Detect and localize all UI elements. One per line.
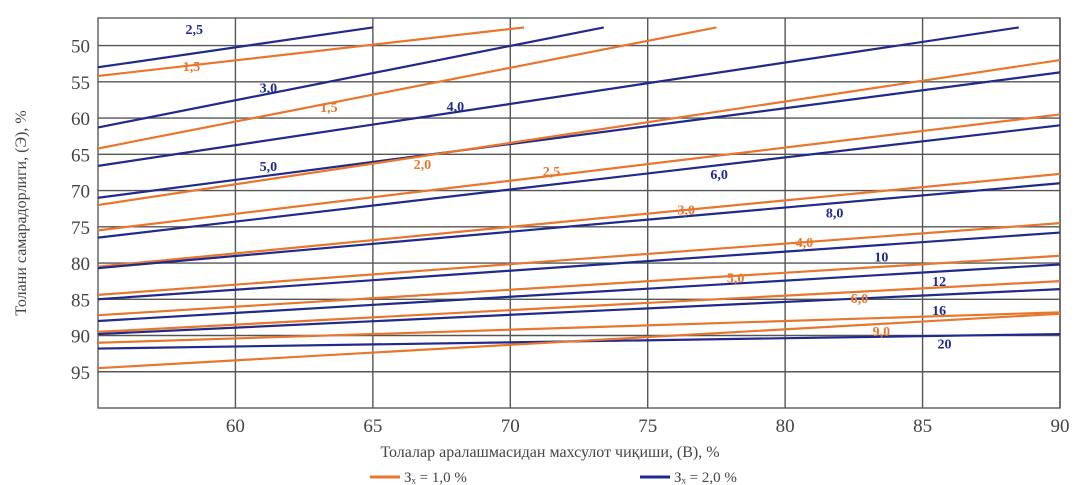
y-tick-label: 95 bbox=[71, 363, 90, 384]
curve-label: 12 bbox=[932, 275, 946, 290]
series-line bbox=[98, 172, 1060, 268]
y-tick-label: 80 bbox=[71, 254, 90, 275]
curve-label: 5,0 bbox=[260, 160, 278, 175]
x-tick-label: 65 bbox=[363, 416, 382, 437]
series-line bbox=[98, 113, 1060, 232]
y-tick-label: 65 bbox=[71, 145, 90, 166]
series-line bbox=[98, 26, 604, 129]
x-axis-title: Толалар аралашмасидан махсулот чиқиши, (… bbox=[380, 444, 719, 461]
curve-label: 9,0 bbox=[873, 325, 891, 340]
curve-label: 2,0 bbox=[414, 158, 432, 173]
series-line bbox=[98, 58, 1060, 207]
curve-label: 2,5 bbox=[543, 165, 561, 180]
series-line bbox=[98, 26, 525, 78]
y-tick-label: 90 bbox=[71, 327, 90, 348]
curve-label: 1,5 bbox=[320, 101, 338, 116]
y-tick-label: 60 bbox=[71, 109, 90, 130]
series-line bbox=[98, 182, 1060, 270]
x-tick-label: 85 bbox=[913, 416, 932, 437]
legend-label-2: Зₓ = 2,0 % bbox=[674, 470, 737, 485]
series-line bbox=[98, 280, 1060, 333]
x-axis-ticks: 60 65 70 75 80 85 90 bbox=[226, 416, 1070, 437]
curve-labels: 2,5 1,5 3,0 1,5 4,0 5,0 2,0 2,5 6,0 3,0 8,0 4,0 10 5,… bbox=[183, 23, 952, 353]
curve-label: 2,5 bbox=[185, 23, 203, 38]
series-line bbox=[98, 124, 1060, 239]
curve-label: 20 bbox=[938, 338, 952, 353]
curve-label: 8,0 bbox=[826, 206, 844, 221]
x-tick-label: 90 bbox=[1051, 416, 1070, 437]
x-tick-label: 75 bbox=[638, 416, 657, 437]
x-tick-label: 60 bbox=[226, 416, 245, 437]
legend-label-1: Зₓ = 1,0 % bbox=[404, 470, 467, 485]
curve-label: 10 bbox=[874, 251, 888, 266]
series-line bbox=[98, 288, 1060, 336]
plot-area bbox=[97, 17, 1061, 409]
curve-label: 3,0 bbox=[260, 82, 278, 97]
series-line bbox=[98, 263, 1060, 323]
y-axis-ticks: 50 55 60 65 70 75 80 85 90 95 bbox=[71, 37, 90, 384]
x-tick-label: 70 bbox=[501, 416, 520, 437]
curve-label: 3,0 bbox=[677, 203, 695, 218]
curve-label: 4,0 bbox=[447, 100, 465, 115]
curve-label: 6,0 bbox=[851, 292, 869, 307]
series-line bbox=[98, 222, 1060, 297]
curve-label: 16 bbox=[932, 304, 946, 319]
series-line bbox=[98, 26, 1019, 167]
y-tick-label: 85 bbox=[71, 290, 90, 311]
series-line bbox=[98, 71, 1060, 199]
curve-label: 5,0 bbox=[727, 272, 745, 287]
curve-label: 4,0 bbox=[796, 236, 814, 251]
series-line bbox=[98, 254, 1060, 317]
curve-label: 6,0 bbox=[710, 168, 728, 183]
series-lines bbox=[98, 26, 1060, 370]
x-tick-label: 80 bbox=[776, 416, 795, 437]
y-tick-label: 55 bbox=[71, 73, 90, 94]
series-line bbox=[98, 26, 717, 150]
series-line bbox=[98, 311, 1060, 344]
series-line bbox=[98, 26, 374, 69]
legend: Зₓ = 1,0 % Зₓ = 2,0 % bbox=[370, 470, 737, 485]
y-tick-label: 75 bbox=[71, 218, 90, 239]
y-axis-title: Толани самарадорлиги, (Э), % bbox=[13, 110, 30, 315]
series-line bbox=[98, 231, 1060, 301]
y-tick-label: 70 bbox=[71, 182, 90, 203]
series-line bbox=[98, 312, 1060, 370]
curve-label: 1,5 bbox=[183, 60, 201, 75]
y-tick-label: 50 bbox=[71, 37, 90, 58]
